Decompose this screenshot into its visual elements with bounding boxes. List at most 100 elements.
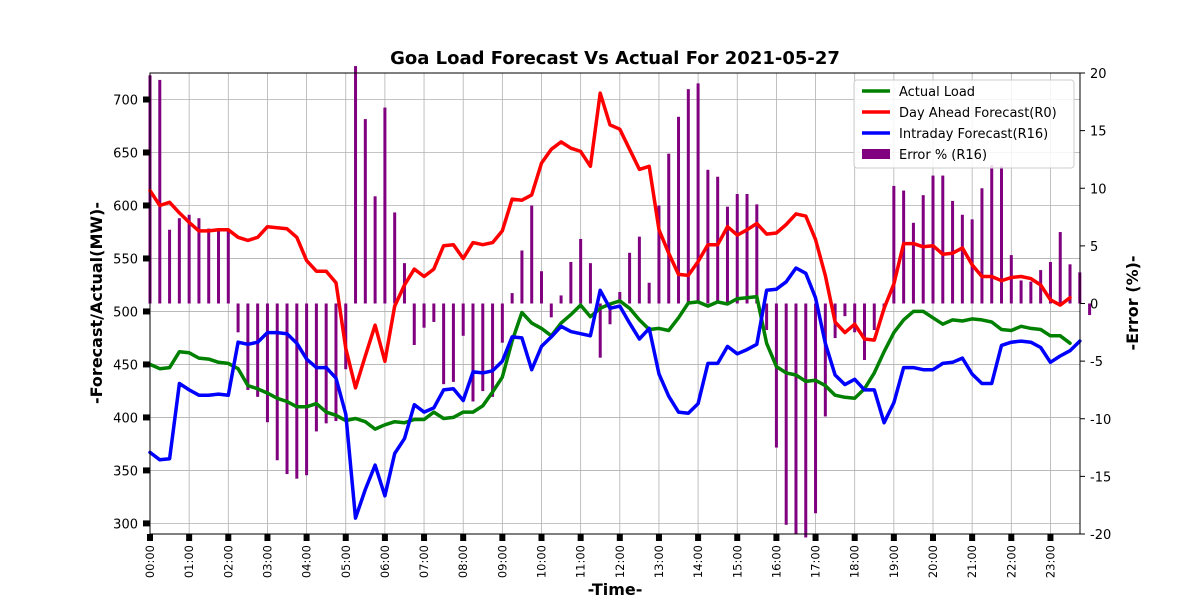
legend-label: Intraday Forecast(R16)	[899, 127, 1048, 142]
y-tick-label: 500	[113, 305, 138, 320]
error-bar	[647, 282, 651, 304]
y-tick-label: 650	[113, 146, 138, 161]
error-bar	[471, 303, 475, 402]
error-bar	[862, 303, 866, 360]
error-bar	[481, 303, 485, 392]
x-tick-label: 20:00	[926, 545, 940, 578]
x-tick-mark	[1008, 534, 1015, 541]
error-bar	[686, 89, 690, 304]
error-bar	[412, 303, 416, 345]
error-bar	[1068, 264, 1072, 304]
x-tick-mark	[655, 534, 662, 541]
y-tick-mark	[143, 467, 150, 474]
error-bar	[696, 83, 700, 304]
x-tick-mark	[538, 534, 545, 541]
x-tick-mark	[186, 534, 193, 541]
legend-label: Day Ahead Forecast(R0)	[899, 106, 1057, 121]
error-bar	[256, 303, 260, 397]
error-bar	[285, 303, 289, 475]
error-bar	[510, 293, 514, 304]
x-tick-label: 22:00	[1004, 545, 1018, 578]
x-tick-mark	[969, 534, 976, 541]
error-bar	[432, 303, 436, 322]
error-bar	[823, 303, 827, 417]
error-bar	[569, 262, 573, 304]
series-line-intraday-forecast-r16	[148, 266, 1082, 520]
y2-tick-label: 15	[1090, 125, 1107, 140]
error-bar	[461, 303, 465, 336]
error-bar	[491, 303, 495, 397]
x-tick-label: 19:00	[887, 545, 901, 578]
y2-tick-label: 0	[1090, 298, 1098, 313]
x-tick-mark	[734, 534, 741, 541]
y2-tick-label: -15	[1090, 470, 1111, 485]
error-bar	[246, 303, 250, 390]
error-bar	[295, 303, 299, 479]
x-tick-mark	[499, 534, 506, 541]
x-tick-mark	[930, 534, 936, 541]
error-bar	[442, 303, 446, 385]
error-bar	[598, 303, 602, 358]
error-bar	[784, 303, 788, 525]
error-bar	[990, 165, 994, 304]
x-tick-label: 10:00	[535, 545, 549, 578]
x-tick-mark	[773, 534, 780, 541]
y-tick-label: 450	[113, 358, 138, 373]
x-tick-mark	[890, 534, 897, 541]
legend-box	[853, 79, 1075, 169]
error-bar	[960, 214, 964, 304]
error-bar	[1019, 280, 1023, 304]
error-bar	[774, 303, 778, 448]
x-tick-label: 17:00	[809, 545, 823, 578]
y-axis-label: -Forecast/Actual(MW)-	[87, 202, 106, 404]
y-tick-label: 550	[113, 252, 138, 267]
error-bar	[804, 303, 808, 538]
x-tick-label: 07:00	[417, 545, 431, 578]
error-bar	[843, 303, 847, 317]
error-bar	[451, 303, 455, 382]
x-tick-label: 05:00	[339, 545, 353, 578]
error-bar	[921, 195, 925, 304]
y2-tick-label: 10	[1090, 182, 1107, 197]
error-bar	[393, 212, 397, 304]
y-tick-label: 400	[113, 411, 138, 426]
error-bar	[745, 194, 749, 304]
x-tick-mark	[460, 534, 467, 541]
y-axis-left: 300 350 400 450 500 550 600 650 700	[113, 93, 150, 532]
error-bar	[637, 236, 641, 304]
error-bar	[706, 169, 710, 304]
error-bar	[540, 271, 543, 304]
x-tick-label: 03:00	[260, 545, 274, 578]
error-bar	[794, 303, 798, 534]
series-lines	[148, 91, 1082, 520]
y2-axis-label: -Error (%)-	[1123, 255, 1142, 350]
y2-tick-label: 5	[1090, 240, 1098, 255]
error-bar	[725, 206, 729, 304]
error-bar	[872, 303, 876, 331]
y-tick-mark	[143, 202, 150, 209]
error-bar	[236, 303, 240, 333]
error-bar	[207, 228, 211, 304]
error-bar	[677, 116, 681, 304]
x-tick-mark	[342, 534, 349, 541]
error-bar	[324, 303, 328, 424]
error-bar	[177, 218, 181, 304]
x-tick-mark	[1047, 534, 1054, 541]
error-bar	[383, 107, 387, 304]
x-tick-label: 21:00	[965, 545, 979, 578]
series-line-day-ahead-forecast-r0	[148, 91, 1072, 390]
legend-label: Error % (R16)	[899, 148, 987, 163]
error-bar	[931, 175, 935, 304]
y-tick-mark	[143, 361, 150, 368]
error-bar	[275, 303, 279, 461]
y-tick-label: 300	[113, 517, 138, 532]
error-bar	[755, 204, 759, 304]
error-bar	[1088, 303, 1092, 316]
error-bar	[168, 229, 172, 304]
y-tick-mark	[143, 149, 150, 156]
error-bar	[530, 205, 534, 304]
x-tick-mark	[225, 534, 232, 541]
y2-tick-label: -5	[1090, 355, 1103, 370]
x-tick-mark	[147, 534, 153, 541]
